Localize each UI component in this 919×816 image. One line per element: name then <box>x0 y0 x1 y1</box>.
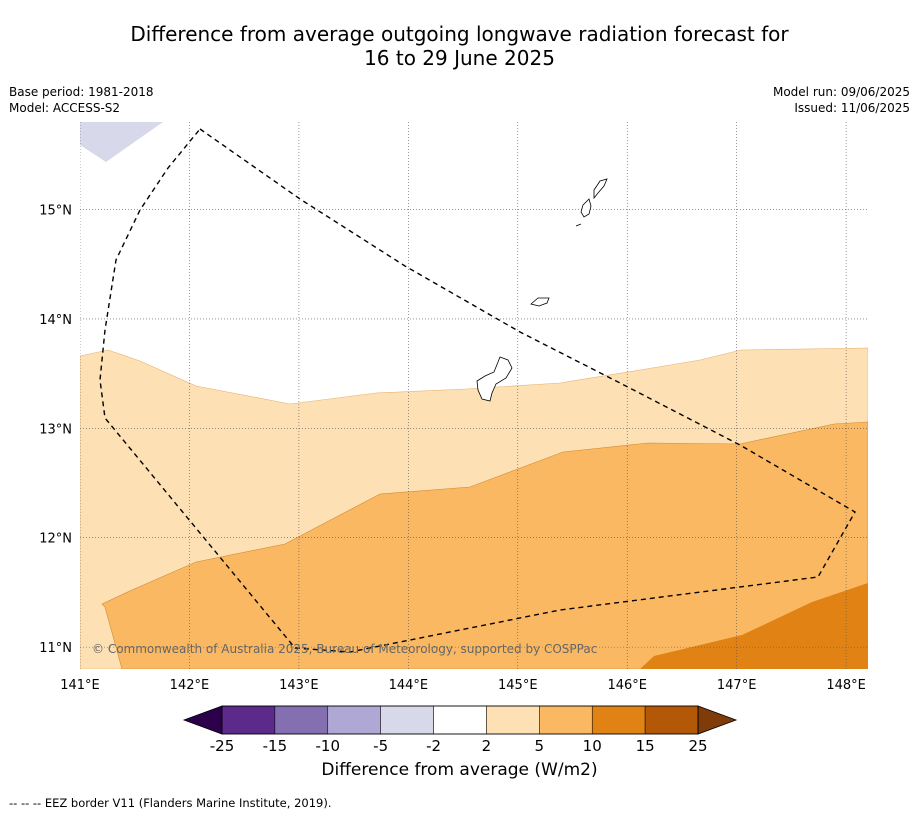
lon-tick-label: 148°E <box>826 678 866 693</box>
title-line-2: 16 to 29 June 2025 <box>364 46 555 70</box>
base-period: Base period: 1981-2018 <box>9 85 154 99</box>
lon-tick-label: 144°E <box>389 678 429 693</box>
axis-tick-labels: 141°E 142°E 143°E 144°E 145°E 146°E 147°E 148°E… <box>39 204 866 693</box>
lat-tick-label: 12°N <box>39 532 72 547</box>
colorbar-title: Difference from average (W/m2) <box>321 760 598 780</box>
island-tinian <box>580 198 592 218</box>
lat-tick-label: 11°N <box>39 641 72 656</box>
meta-left: Base period: 1981-2018 Model: ACCESS-S2 <box>9 84 154 116</box>
eez-border <box>99 128 856 653</box>
eez-footnote: -- -- -- EEZ border V11 (Flanders Marine… <box>9 796 332 810</box>
island-aguijan <box>575 223 582 227</box>
colorbar-tick-label: 2 <box>482 737 492 755</box>
map-area <box>80 122 868 669</box>
colorbar-swatch <box>380 705 434 735</box>
island-guam <box>476 356 513 402</box>
lon-tick-label: 146°E <box>607 678 647 693</box>
colorbar-tick-label: 15 <box>636 737 655 755</box>
lon-tick-label: 143°E <box>279 678 319 693</box>
colorbar-tick-label: -5 <box>373 737 388 755</box>
colorbar-tick-label: -10 <box>316 737 341 755</box>
colorbar-swatch <box>221 705 276 735</box>
issued-date: Issued: 11/06/2025 <box>794 101 910 115</box>
colorbar-under-arrow <box>182 705 223 735</box>
lon-tick-label: 141°E <box>60 678 100 693</box>
island-rota <box>530 297 550 307</box>
anomaly-region-orange <box>101 421 868 669</box>
anomaly-region-light-purple <box>80 122 163 162</box>
lon-tick-label: 145°E <box>498 678 538 693</box>
chart-title: Difference from average outgoing longwav… <box>0 22 919 70</box>
lat-tick-label: 14°N <box>39 313 72 328</box>
colorbar-tick-label: 10 <box>583 737 602 755</box>
model-run: Model run: 09/06/2025 <box>772 85 910 99</box>
colorbar-swatch <box>274 705 329 735</box>
anomaly-region-dark-orange <box>640 583 868 669</box>
lat-tick-label: 15°N <box>39 204 72 219</box>
lon-tick-label: 142°E <box>170 678 210 693</box>
colorbar-swatch <box>433 705 487 735</box>
colorbar-tick-label: 25 <box>688 737 707 755</box>
colorbar-tick-label: 5 <box>535 737 545 755</box>
colorbar-swatch <box>539 705 593 735</box>
colorbar-tick-label: -15 <box>263 737 288 755</box>
model-name: Model: ACCESS-S2 <box>9 101 121 115</box>
colorbar-tick-label: -25 <box>210 737 235 755</box>
title-line-1: Difference from average outgoing longwav… <box>130 22 789 46</box>
colorbar-over-arrow <box>697 705 738 735</box>
graticule <box>80 122 868 669</box>
colorbar-tick-label: -2 <box>426 737 441 755</box>
island-saipan <box>593 178 608 200</box>
colorbar-swatch <box>644 705 699 735</box>
colorbar: -25 -15 -10 -5 -2 2 5 10 15 25 <box>182 705 738 755</box>
colorbar-frame <box>221 705 699 735</box>
colorbar-swatch <box>486 705 540 735</box>
colorbar-swatch <box>591 705 646 735</box>
lat-tick-label: 13°N <box>39 422 72 437</box>
meta-right: Model run: 09/06/2025 Issued: 11/06/2025 <box>773 84 910 116</box>
lon-tick-label: 147°E <box>717 678 757 693</box>
copyright-text: © Commonwealth of Australia 2025, Bureau… <box>92 642 597 656</box>
colorbar-swatch <box>327 705 381 735</box>
